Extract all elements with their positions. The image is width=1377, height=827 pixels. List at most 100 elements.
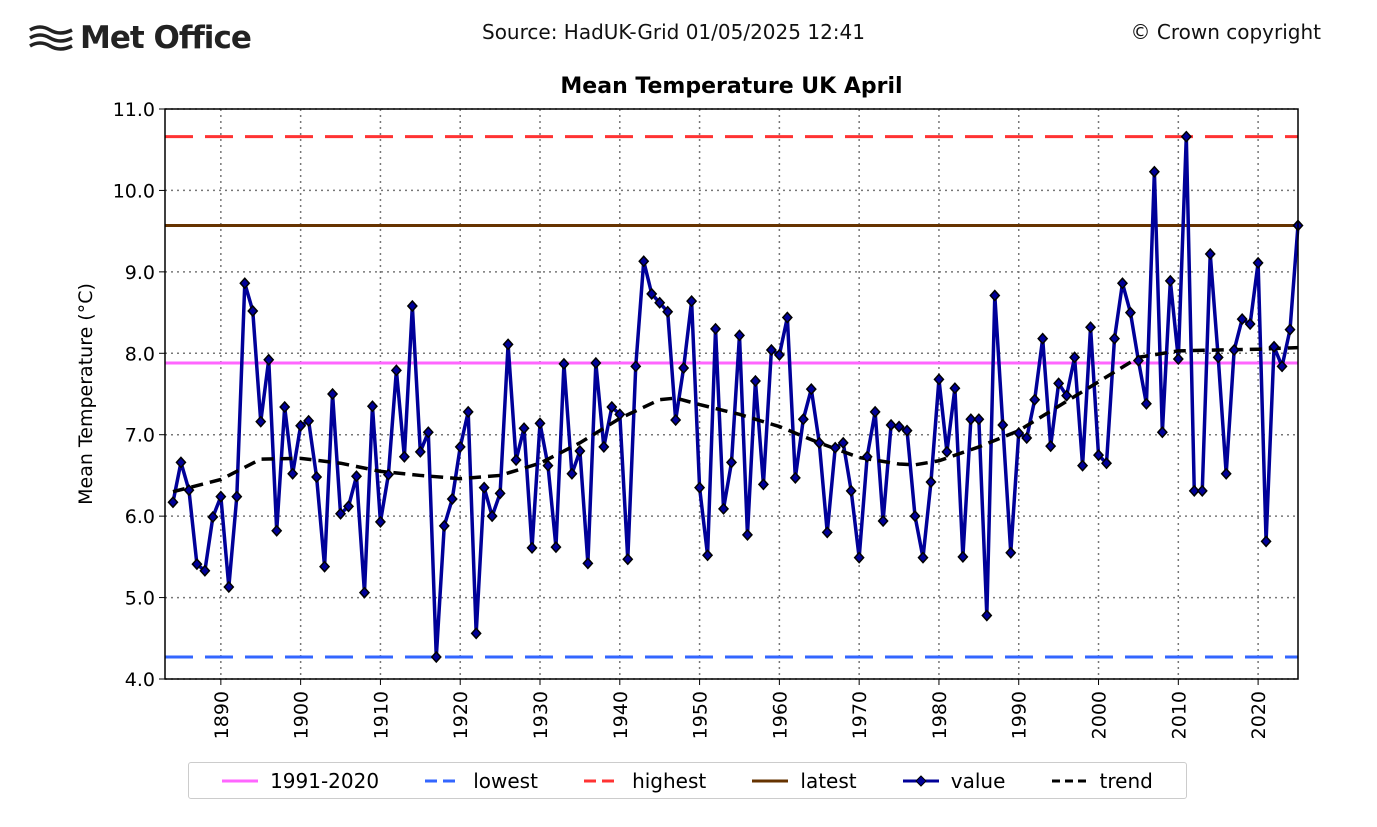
value-point (805, 382, 817, 396)
value-point (718, 502, 730, 515)
value-point (287, 467, 299, 480)
value-point (997, 418, 1009, 432)
legend-item-1991-2020: 1991-2020 (222, 769, 379, 793)
legend-label: value (950, 768, 1006, 793)
value-point (1045, 439, 1057, 453)
value-point (1156, 426, 1168, 439)
x-tick-label: 1950 (690, 691, 712, 739)
value-point (223, 580, 235, 594)
value-point (446, 492, 458, 506)
value-point (263, 353, 275, 366)
value-point (917, 551, 929, 564)
value-point (789, 471, 801, 484)
value-point (422, 426, 434, 439)
legend-item-latest: latest (752, 769, 857, 793)
y-tick-label: 4.0 (125, 669, 155, 691)
legend-label: lowest (473, 768, 538, 793)
value-point (494, 487, 506, 500)
x-tick-label: 1910 (370, 691, 392, 739)
legend: 1991-2020 lowest highest latest value trend (188, 762, 1187, 799)
value-point (1228, 343, 1240, 357)
value-point (550, 540, 562, 554)
legend-item-value: value (902, 768, 1006, 793)
legend-swatch (1051, 779, 1088, 782)
value-point (255, 415, 267, 428)
value-point (1005, 546, 1017, 559)
value-point (678, 361, 690, 375)
value-point (590, 356, 602, 370)
value-point (1037, 332, 1049, 345)
value-point (558, 357, 570, 370)
y-tick-label: 9.0 (125, 262, 155, 284)
value-point (702, 549, 714, 562)
value-point (1132, 354, 1144, 367)
value-point (398, 450, 410, 463)
value-point (1260, 535, 1272, 548)
value-point (526, 541, 538, 555)
chart-title: Mean Temperature UK April (560, 74, 903, 99)
value-point (981, 609, 993, 622)
value-point (566, 467, 578, 480)
value-point (582, 557, 594, 570)
value-point (207, 510, 219, 524)
value-point (358, 586, 370, 599)
value-point (462, 405, 474, 419)
value-point (725, 456, 738, 469)
value-point (646, 287, 658, 300)
value-point (933, 373, 945, 386)
value-point (614, 408, 626, 421)
legend-swatch (902, 774, 939, 787)
value-point (311, 470, 323, 484)
value-point (598, 440, 610, 454)
value-point (295, 419, 307, 432)
value-point (406, 299, 418, 313)
y-tick-label: 8.0 (125, 343, 155, 365)
y-tick-label: 5.0 (125, 588, 155, 610)
value-point (654, 296, 666, 309)
trend-line (172, 345, 1299, 494)
value-point (821, 526, 833, 539)
x-tick-label: 1980 (929, 691, 951, 739)
copyright-text: © Crown copyright (1130, 20, 1322, 44)
value-point (861, 450, 873, 463)
y-tick-label: 6.0 (125, 506, 155, 528)
y-tick-label: 10.0 (113, 180, 155, 202)
value-point (510, 453, 522, 467)
value-point (893, 420, 905, 433)
value-point (215, 490, 227, 503)
x-tick-label: 1930 (530, 691, 552, 739)
x-tick-label: 1940 (610, 691, 632, 739)
value-point (1124, 306, 1136, 319)
x-tick-label: 2020 (1248, 691, 1270, 739)
plot-frame (164, 108, 1299, 680)
value-line (171, 136, 1300, 658)
value-point (1077, 459, 1089, 472)
value-point (1252, 256, 1264, 270)
value-point (542, 459, 554, 472)
value-point (1013, 426, 1025, 440)
value-point (733, 329, 745, 342)
value-point (478, 481, 490, 494)
value-point (1029, 393, 1041, 406)
y-axis-label: Mean Temperature (°C) (75, 283, 97, 505)
value-point (303, 414, 315, 427)
value-point (973, 413, 985, 426)
value-point (757, 478, 769, 491)
value-point (630, 360, 642, 373)
value-point (606, 400, 618, 414)
legend-swatch (752, 779, 789, 782)
value-point (1220, 467, 1232, 480)
value-point (1196, 484, 1208, 498)
value-point (1204, 247, 1216, 261)
legend-swatch (222, 779, 259, 782)
value-point (1172, 352, 1184, 366)
value-point (1180, 130, 1192, 143)
value-point (470, 627, 482, 640)
legend-item-lowest: lowest (425, 769, 538, 793)
value-point (191, 558, 203, 571)
value-point (638, 255, 650, 268)
value-point (1069, 351, 1081, 364)
legend-swatch (425, 779, 462, 782)
value-point (837, 436, 849, 449)
